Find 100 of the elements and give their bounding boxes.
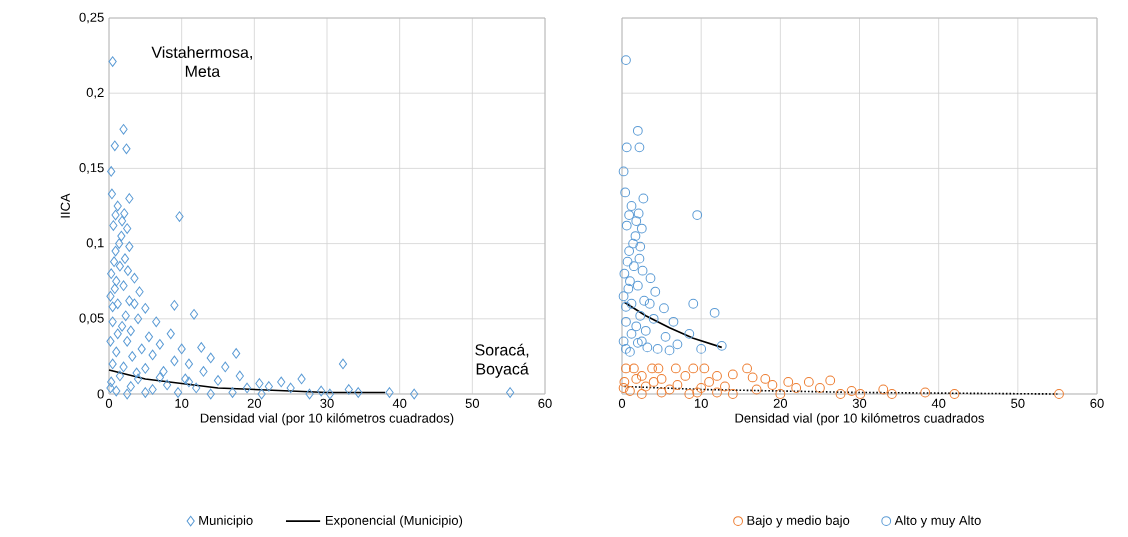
point (636, 223, 647, 234)
point (680, 371, 691, 381)
point (696, 343, 707, 354)
point (636, 336, 647, 347)
point (760, 374, 771, 384)
legend-label: Bajo y medio bajo (747, 515, 850, 528)
point (684, 328, 695, 339)
point (672, 380, 683, 390)
point (621, 55, 631, 66)
point (652, 343, 663, 354)
point (688, 363, 699, 374)
point (747, 372, 758, 383)
point (855, 389, 866, 399)
point (636, 389, 647, 399)
point (638, 193, 649, 204)
point (626, 298, 637, 309)
point (835, 389, 846, 399)
point (647, 363, 657, 374)
point (653, 363, 664, 374)
point (620, 187, 631, 198)
point (699, 363, 710, 374)
y-tick-label: 0,25 (79, 12, 104, 24)
point (628, 261, 639, 272)
point (626, 328, 637, 339)
annotation: Vistahermosa, Meta (151, 46, 252, 77)
legend-label: Alto y muy Alto (894, 515, 981, 528)
point (660, 331, 671, 342)
point (767, 380, 778, 390)
x-tick-label: 0 (618, 398, 626, 408)
point (625, 346, 635, 357)
point (846, 386, 857, 396)
point (631, 374, 642, 384)
y-tick-label: 0 (97, 389, 104, 399)
point (949, 389, 960, 399)
point (632, 337, 643, 348)
point (640, 381, 651, 392)
point (825, 375, 836, 386)
point (887, 389, 897, 399)
point (619, 268, 630, 279)
point (618, 166, 629, 177)
point (636, 371, 647, 381)
y-tick-label: 0,1 (86, 238, 104, 249)
point (656, 387, 667, 398)
point (783, 377, 794, 387)
point (1054, 389, 1064, 399)
point (639, 295, 650, 306)
point (634, 142, 645, 153)
point (668, 316, 679, 327)
point (631, 216, 642, 226)
point (716, 340, 727, 351)
x-tick-label: 40 (392, 398, 407, 408)
point (630, 231, 641, 241)
point (650, 286, 661, 297)
point (720, 381, 730, 392)
x-tick-label: 20 (773, 398, 788, 408)
point (815, 383, 825, 393)
point (920, 387, 931, 398)
point (670, 363, 681, 374)
legend-label: Municipio (199, 515, 253, 528)
point (632, 280, 643, 291)
point (803, 377, 814, 387)
x-tick-label: 30 (320, 398, 334, 408)
point (727, 369, 738, 380)
point (621, 142, 632, 153)
point (623, 283, 634, 294)
point (712, 371, 722, 381)
point (621, 316, 631, 327)
point (640, 325, 651, 336)
point (709, 307, 720, 318)
point (628, 238, 638, 249)
point (664, 384, 675, 395)
point (628, 363, 639, 374)
y-tick-label: 0,2 (86, 87, 104, 99)
point (621, 301, 631, 312)
point (635, 241, 646, 252)
point (775, 389, 786, 399)
legend-label: Exponencial (Municipio) (325, 515, 463, 528)
point (878, 384, 889, 395)
point (648, 313, 659, 324)
point (664, 345, 675, 356)
point (633, 208, 644, 219)
point (625, 386, 635, 396)
point (618, 336, 629, 347)
point (645, 273, 656, 284)
x-tick-label: 10 (694, 398, 708, 408)
point (624, 210, 635, 220)
point (618, 291, 629, 302)
x-tick-label: 20 (247, 398, 262, 408)
point (688, 298, 699, 309)
point (712, 387, 722, 398)
point (631, 321, 642, 332)
point (692, 210, 703, 220)
point (648, 377, 659, 387)
point (704, 377, 714, 387)
point (619, 377, 630, 387)
x-tick-label: 50 (465, 398, 480, 408)
point (642, 342, 653, 353)
point (632, 125, 643, 136)
point (692, 387, 703, 398)
x-axis-title: Densidad vial (por 10 kilómetros cuadrados) (200, 413, 454, 426)
